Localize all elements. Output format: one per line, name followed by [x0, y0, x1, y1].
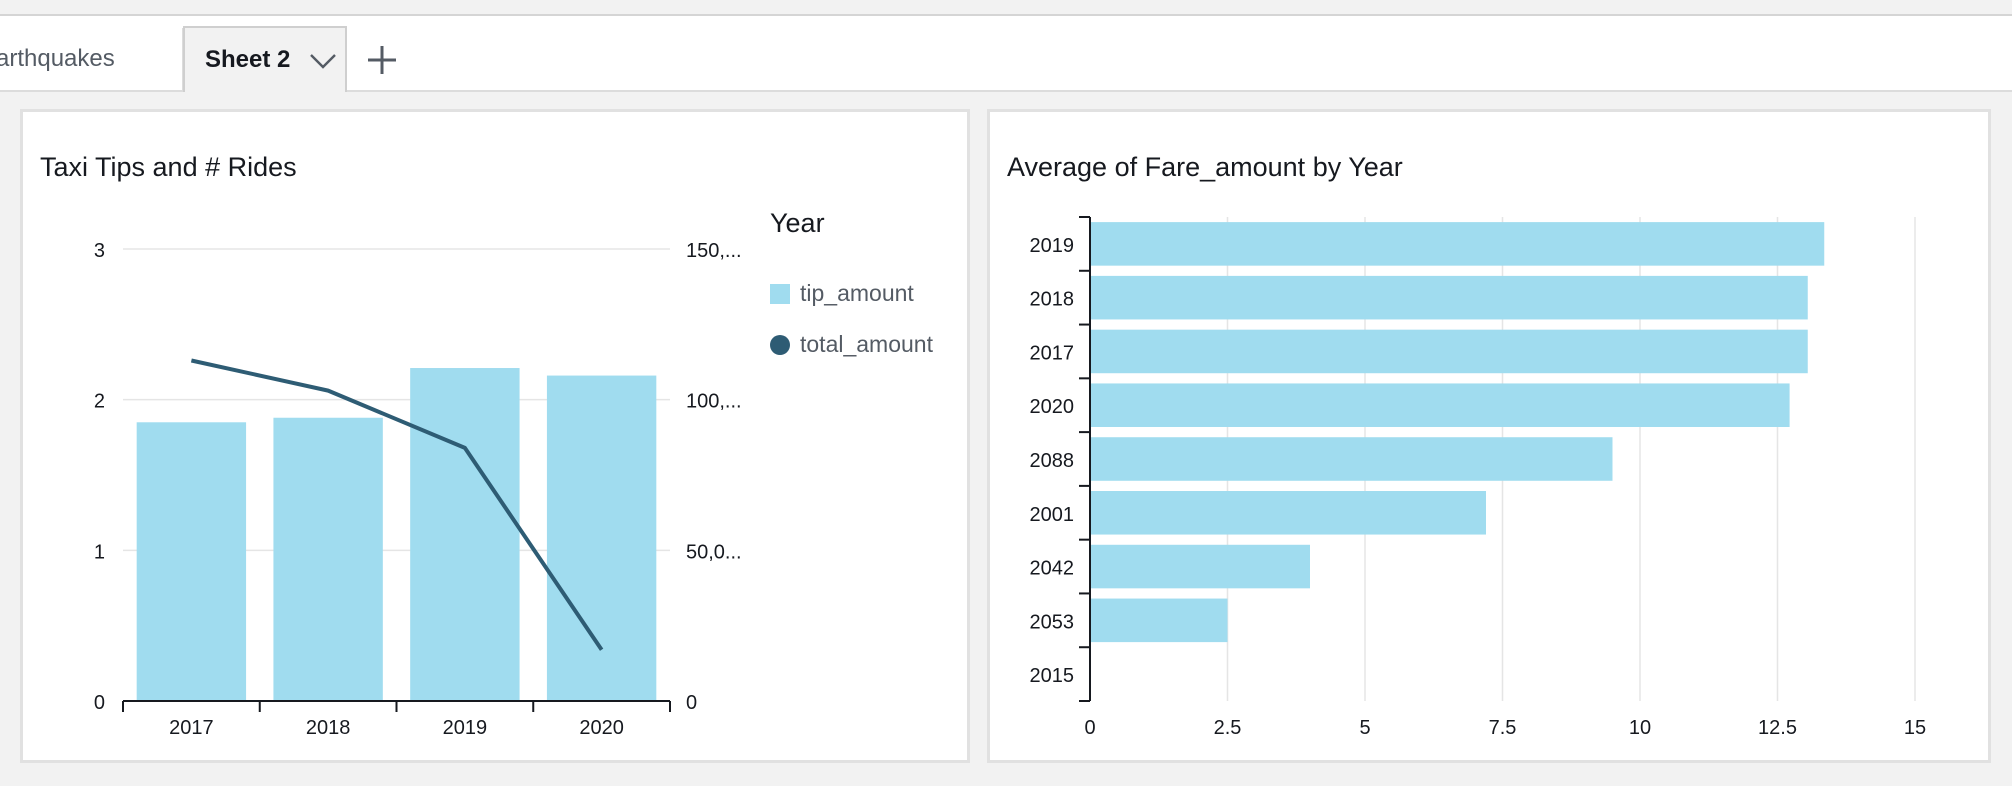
y-tick-label: 2019: [1030, 235, 1075, 257]
y-tick-label: 2015: [1030, 665, 1075, 687]
y-left-tick-label: 1: [94, 541, 105, 563]
tab-earthquakes-label: arthquakes: [0, 45, 115, 72]
y-tick-label: 2042: [1030, 558, 1075, 580]
bar-tip-amount: [546, 375, 657, 701]
y-right-tick-label: 100,...: [686, 391, 742, 413]
y-tick-label: 2053: [1030, 611, 1075, 633]
bar-fare-amount: [1090, 490, 1486, 535]
legend-label: tip_amount: [800, 280, 914, 306]
bar-fare-amount: [1090, 329, 1808, 374]
visual-fare-amount[interactable]: Average of Fare_amount by Year 0 2.5 5 7.5 1…: [987, 109, 1991, 763]
x-tick-label: 2019: [443, 717, 488, 739]
tab-sheet-2-label: Sheet 2: [205, 46, 291, 73]
top-toolbar: [0, 0, 2012, 16]
bar-fare-amount: [1090, 598, 1228, 643]
legend-swatch: [770, 283, 790, 304]
plus-icon[interactable]: [362, 40, 402, 80]
y-tick-label: 2017: [1030, 342, 1075, 364]
chevron-down-icon[interactable]: [308, 45, 338, 75]
sheet-tab-strip: arthquakes Sheet 2: [0, 16, 2012, 92]
y-right-tick-label: 150,...: [686, 240, 742, 262]
y-left-tick-label: 0: [94, 692, 105, 714]
y-left-tick-label: 3: [94, 240, 105, 262]
x-tick-label: 0: [1084, 717, 1095, 739]
y-tick-label: 2088: [1030, 450, 1075, 472]
tab-earthquakes[interactable]: arthquakes: [0, 28, 184, 90]
y-tick-label: 2001: [1030, 504, 1075, 526]
line-total-amount: [190, 358, 604, 651]
bar-tip-amount: [136, 422, 247, 701]
chart-title: Average of Fare_amount by Year: [1007, 152, 1403, 182]
bar-fare-amount: [1090, 222, 1825, 266]
chart-title: Taxi Tips and # Rides: [40, 152, 297, 182]
x-tick-label: 5: [1359, 717, 1370, 739]
x-tick-label: 10: [1629, 717, 1651, 739]
bar-tip-amount: [273, 417, 383, 701]
legend-item-total-amount[interactable]: total_amount: [770, 331, 933, 358]
bar-fare-amount: [1090, 544, 1310, 589]
x-tick-label: 12.5: [1758, 717, 1797, 739]
legend-label: total_amount: [800, 331, 933, 357]
x-tick-label: 2.5: [1214, 717, 1242, 739]
bar-tip-amount: [410, 368, 520, 701]
y-tick-label: 2020: [1030, 396, 1075, 418]
y-tick-label: 2018: [1030, 289, 1075, 311]
legend-item-tip-amount[interactable]: tip_amount: [770, 280, 914, 307]
x-tick-label: 2017: [169, 717, 214, 739]
y-right-tick-label: 50,0...: [686, 541, 742, 563]
y-left-tick-label: 2: [94, 391, 105, 413]
legend-swatch: [770, 334, 790, 355]
bar-fare-amount: [1090, 437, 1613, 481]
bar-fare-amount: [1090, 275, 1808, 320]
legend-title: Year: [770, 208, 825, 238]
x-tick-label: 2020: [579, 717, 624, 739]
hbar-chart: 0 2.5 5 7.5 10 12.5 15 2019 2018 2017 2020 2088 2001…: [1030, 216, 1926, 739]
y-right-tick-label: 0: [686, 692, 697, 714]
x-tick-label: 7.5: [1489, 717, 1517, 739]
bar-fare-amount: [1090, 383, 1790, 428]
x-tick-label: 15: [1904, 717, 1926, 739]
tab-sheet-2[interactable]: Sheet 2: [183, 26, 347, 92]
visual-taxi-tips[interactable]: Taxi Tips and # Rides 0 0 1 50,0... 2 100,...…: [20, 109, 970, 763]
x-tick-label: 2018: [306, 717, 351, 739]
combo-chart: 0 0 1 50,0... 2 100,... 3 150,... 2017 2018 2019 20…: [94, 240, 742, 739]
